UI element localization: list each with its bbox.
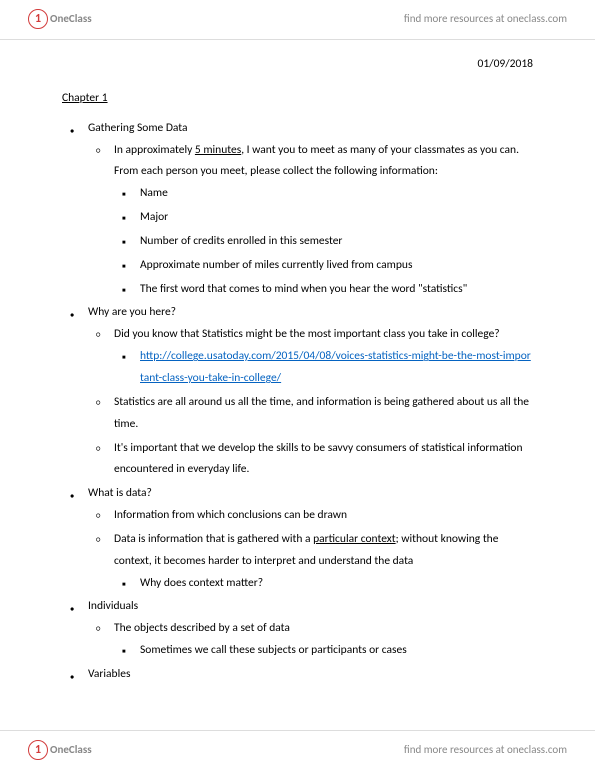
text: The objects described by a set of data bbox=[114, 621, 290, 635]
bullet: Why does context matter? bbox=[114, 573, 533, 595]
bullet: Approximate number of miles currently li… bbox=[114, 255, 533, 277]
brand-logo: 1 OneClass bbox=[28, 9, 92, 30]
section-title: Gathering Some Data bbox=[88, 121, 188, 135]
sub-item: Data is information that is gathered wit… bbox=[88, 529, 533, 595]
logo-icon: 1 bbox=[28, 740, 48, 760]
bullet: Number of credits enrolled in this semes… bbox=[114, 231, 533, 253]
page-footer: 1 OneClass find more resources at onecla… bbox=[0, 730, 595, 770]
section: Why are you here? Did you know that Stat… bbox=[62, 302, 533, 481]
chapter-title: Chapter 1 bbox=[62, 88, 533, 110]
footer-link[interactable]: find more resources at oneclass.com bbox=[404, 740, 567, 761]
sub-item: Statistics are all around us all the tim… bbox=[88, 392, 533, 436]
brand-name: OneClass bbox=[50, 9, 92, 30]
sub-item: Did you know that Statistics might be th… bbox=[88, 324, 533, 390]
section-title: Variables bbox=[88, 667, 130, 681]
logo-icon: 1 bbox=[28, 9, 48, 29]
text: In approximately bbox=[114, 143, 195, 157]
bullet: Sometimes we call these subjects or part… bbox=[114, 640, 533, 662]
brand-name: OneClass bbox=[50, 740, 92, 761]
section-title: What is data? bbox=[88, 486, 152, 500]
sub-item: Information from which conclusions can b… bbox=[88, 505, 533, 527]
bullet: http://college.usatoday.com/2015/04/08/v… bbox=[114, 346, 533, 390]
underline: particular context bbox=[313, 532, 396, 546]
header-link[interactable]: find more resources at oneclass.com bbox=[404, 9, 567, 30]
section-title: Individuals bbox=[88, 599, 138, 613]
outline-root: Gathering Some Data In approximately 5 m… bbox=[62, 118, 533, 686]
bullet: Name bbox=[114, 183, 533, 205]
bullet: The first word that comes to mind when y… bbox=[114, 279, 533, 301]
brand-logo: 1 OneClass bbox=[28, 740, 92, 761]
external-link[interactable]: http://college.usatoday.com/2015/04/08/v… bbox=[140, 349, 531, 385]
section: Variables bbox=[62, 664, 533, 686]
text: Data is information that is gathered wit… bbox=[114, 532, 313, 546]
text: Did you know that Statistics might be th… bbox=[114, 327, 500, 341]
document-body: 01/09/2018 Chapter 1 Gathering Some Data… bbox=[0, 40, 595, 686]
section: What is data? Information from which con… bbox=[62, 483, 533, 594]
section-title: Why are you here? bbox=[88, 305, 176, 319]
section: Gathering Some Data In approximately 5 m… bbox=[62, 118, 533, 301]
page-header: 1 OneClass find more resources at onecla… bbox=[0, 0, 595, 40]
section: Individuals The objects described by a s… bbox=[62, 596, 533, 662]
sub-item: The objects described by a set of data S… bbox=[88, 618, 533, 662]
date: 01/09/2018 bbox=[62, 54, 533, 76]
underline: 5 minutes bbox=[195, 143, 241, 157]
sub-item: It's important that we develop the skill… bbox=[88, 438, 533, 482]
sub-item: In approximately 5 minutes, I want you t… bbox=[88, 140, 533, 301]
bullet: Major bbox=[114, 207, 533, 229]
